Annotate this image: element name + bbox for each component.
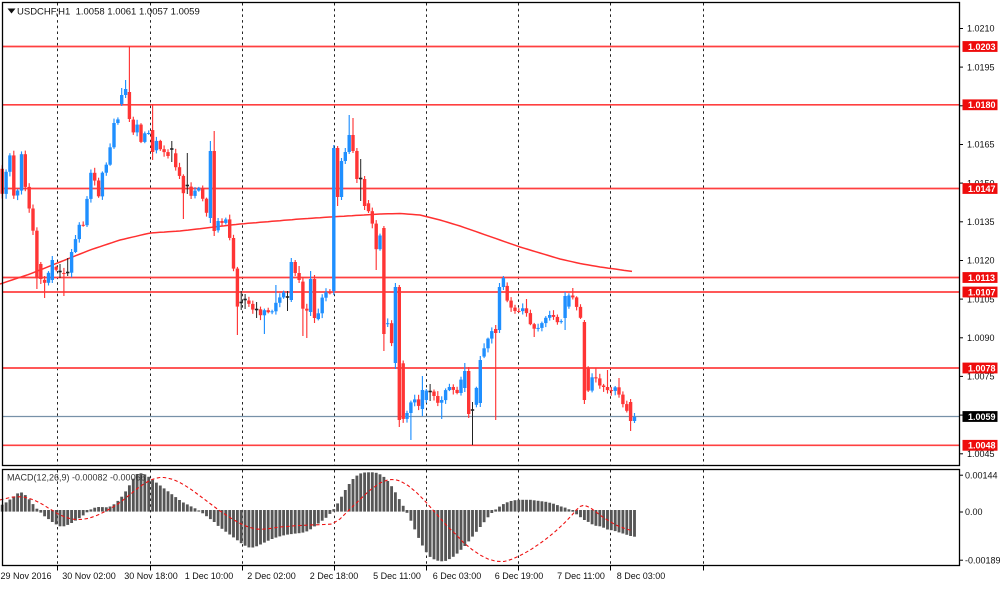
svg-text:1.0120: 1.0120 — [967, 256, 995, 266]
svg-text:6 Dec 19:00: 6 Dec 19:00 — [495, 571, 544, 581]
svg-text:1.0147: 1.0147 — [968, 184, 996, 194]
svg-text:7 Dec 11:00: 7 Dec 11:00 — [557, 571, 605, 581]
svg-text:30 Nov 18:00: 30 Nov 18:00 — [124, 571, 178, 581]
svg-text:0.00144: 0.00144 — [965, 470, 998, 480]
svg-text:1.0210: 1.0210 — [967, 24, 995, 34]
svg-text:8 Dec 03:00: 8 Dec 03:00 — [617, 571, 666, 581]
svg-text:1.0045: 1.0045 — [967, 449, 995, 459]
svg-text:-0.00189: -0.00189 — [965, 555, 1000, 565]
svg-text:1.0090: 1.0090 — [967, 333, 995, 343]
svg-text:2 Dec 02:00: 2 Dec 02:00 — [247, 571, 296, 581]
svg-text:1.0135: 1.0135 — [967, 217, 995, 227]
svg-text:1.0113: 1.0113 — [968, 273, 995, 283]
svg-text:1.0195: 1.0195 — [967, 62, 995, 72]
svg-text:2 Dec 18:00: 2 Dec 18:00 — [310, 571, 359, 581]
svg-text:5 Dec 11:00: 5 Dec 11:00 — [373, 571, 421, 581]
svg-text:USDCHF,H1 1.0058 1.0061 1.005: USDCHF,H1 1.0058 1.0061 1.0057 1.0059 — [17, 7, 200, 18]
svg-text:30 Nov 02:00: 30 Nov 02:00 — [62, 571, 116, 581]
svg-text:1.0048: 1.0048 — [968, 441, 996, 451]
svg-text:1 Dec 10:00: 1 Dec 10:00 — [185, 571, 234, 581]
svg-text:1.0165: 1.0165 — [967, 140, 995, 150]
svg-text:29 Nov 2016: 29 Nov 2016 — [0, 571, 51, 581]
svg-text:1.0107: 1.0107 — [968, 287, 996, 297]
svg-text:1.0203: 1.0203 — [968, 42, 996, 52]
svg-text:MACD(12,26,9) -0.00082 -0.0006: MACD(12,26,9) -0.00082 -0.00066 — [7, 473, 146, 483]
svg-text:1.0075: 1.0075 — [967, 372, 995, 382]
svg-text:1.0180: 1.0180 — [968, 100, 996, 110]
svg-text:6 Dec 03:00: 6 Dec 03:00 — [433, 571, 482, 581]
svg-text:1.0078: 1.0078 — [968, 363, 996, 373]
svg-text:0.00: 0.00 — [965, 507, 983, 517]
svg-text:1.0105: 1.0105 — [967, 294, 995, 304]
svg-text:1.0059: 1.0059 — [968, 412, 996, 422]
